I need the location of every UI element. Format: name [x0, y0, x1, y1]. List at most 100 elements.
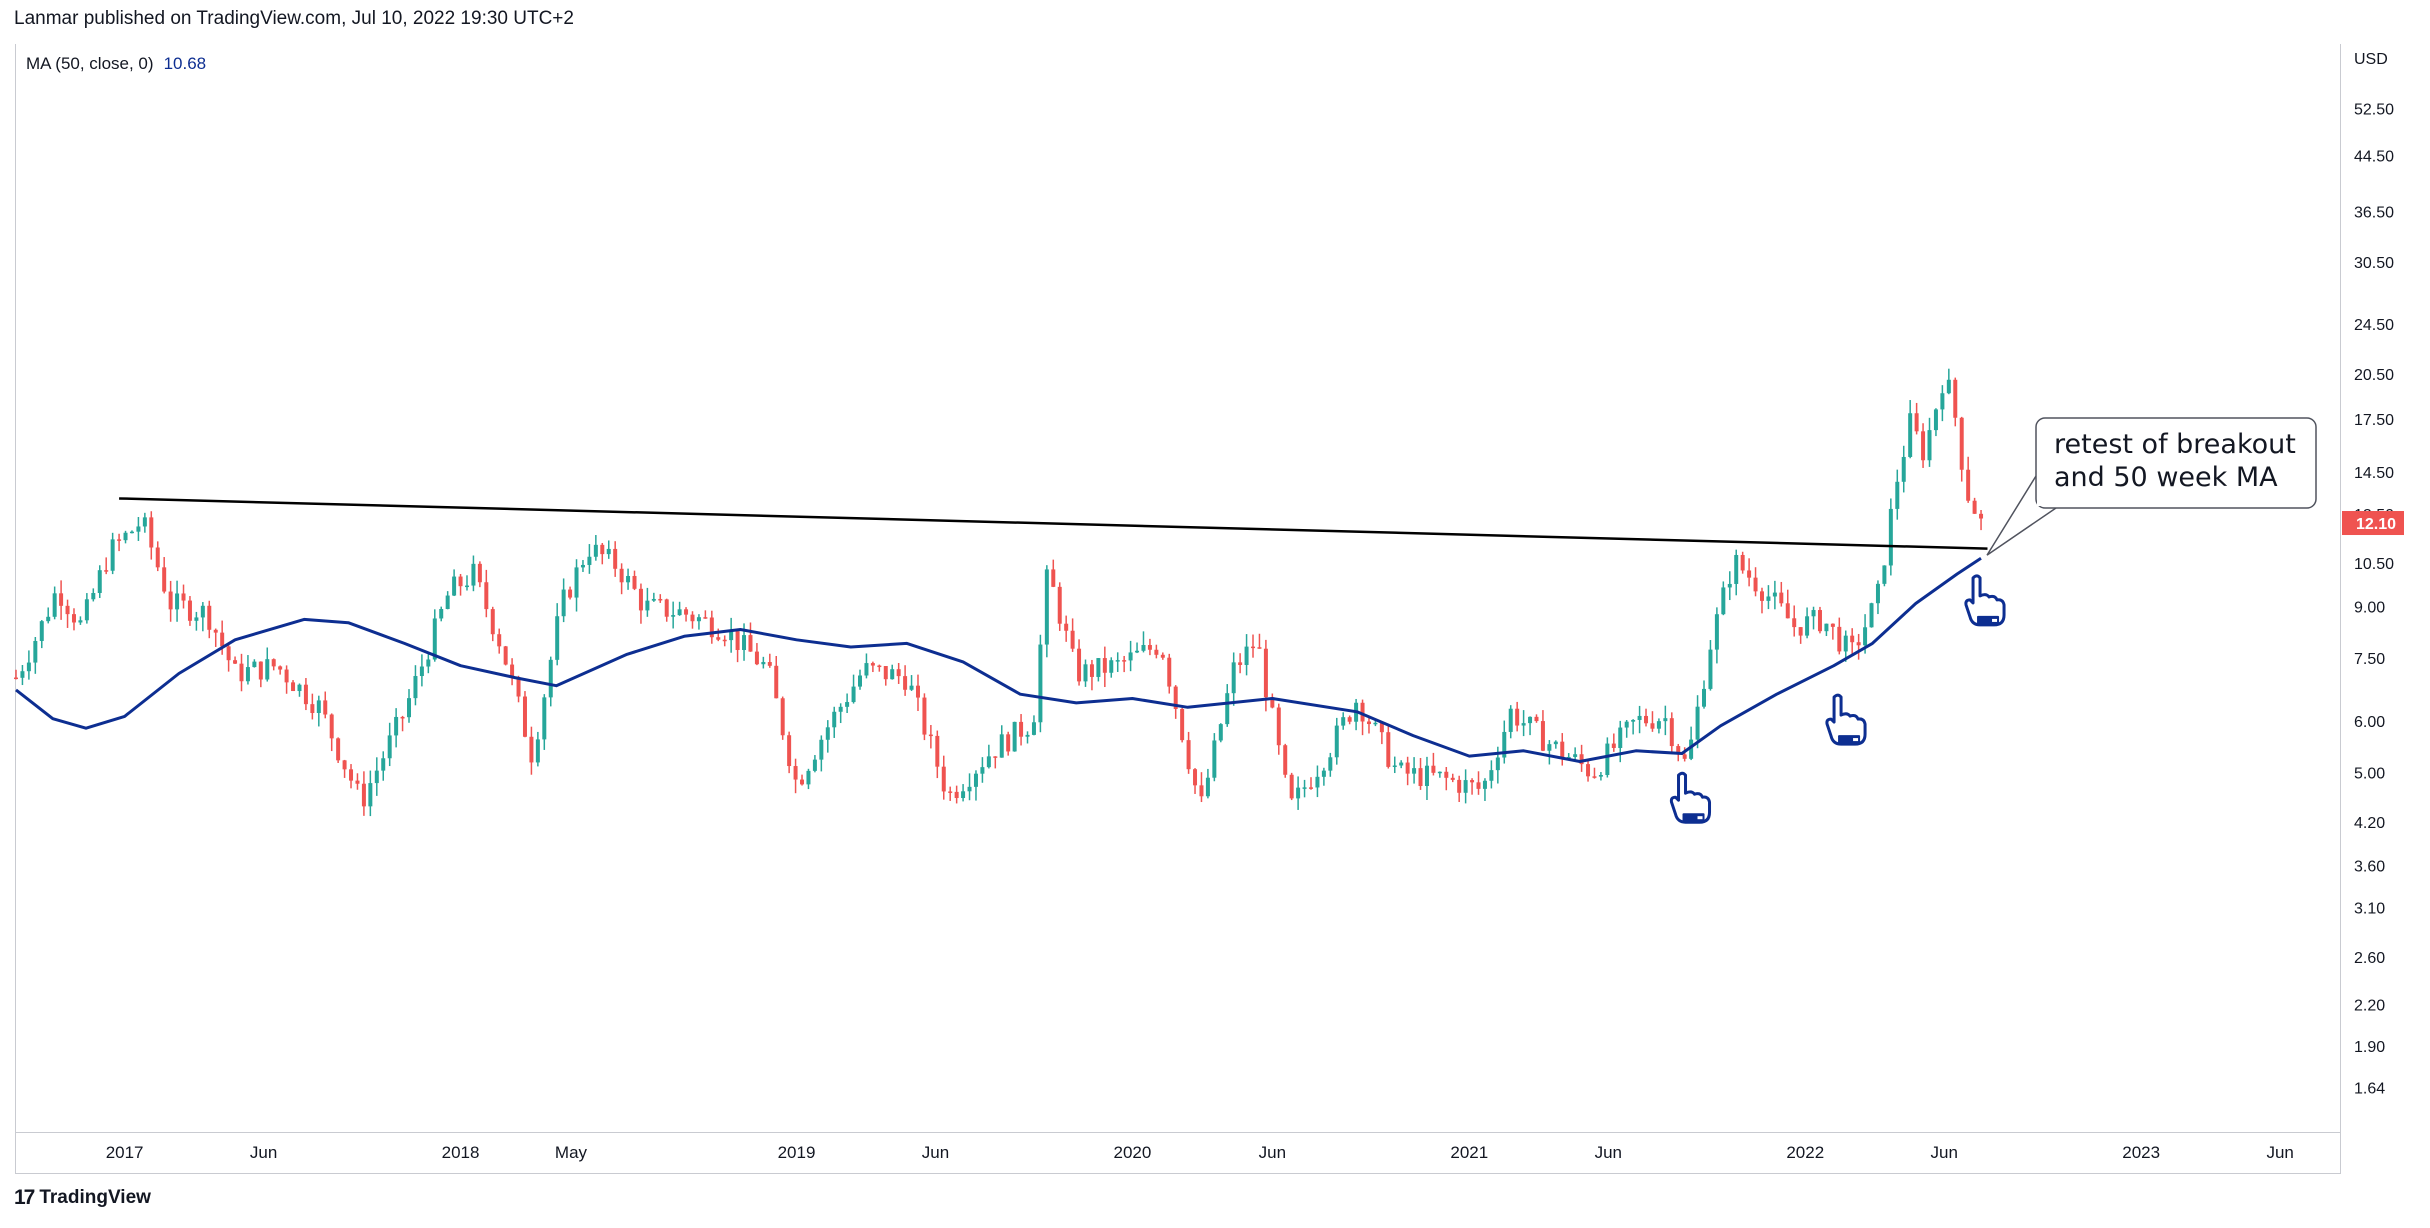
- candle: [664, 598, 669, 622]
- candle-body: [1966, 469, 1971, 501]
- candle: [400, 715, 405, 732]
- candle-body: [1792, 618, 1797, 628]
- candle-body: [33, 640, 38, 663]
- candle: [522, 691, 527, 738]
- candle: [967, 773, 972, 801]
- candle-body: [1057, 586, 1062, 624]
- candle: [915, 674, 920, 712]
- candle-body: [896, 669, 901, 677]
- candle: [1875, 580, 1880, 615]
- candle: [1154, 644, 1159, 659]
- candle-body: [613, 548, 618, 569]
- candle: [149, 511, 154, 560]
- time-axis-tick: Jun: [250, 1143, 277, 1162]
- candle: [1064, 615, 1069, 642]
- candle-body: [1412, 768, 1417, 774]
- candle-body: [1882, 565, 1887, 584]
- candle: [336, 737, 341, 763]
- candle: [864, 653, 869, 679]
- candle-body: [1747, 570, 1752, 578]
- candle: [761, 656, 766, 669]
- callout-line-2: and 50 week MA: [2054, 462, 2278, 493]
- price-axis-tick: 1.90: [2354, 1039, 2385, 1056]
- candle-body: [664, 599, 669, 617]
- candle: [1328, 752, 1333, 777]
- candle-body: [716, 637, 721, 640]
- candle: [303, 678, 308, 711]
- pointing-hand-icon: [1964, 574, 2006, 627]
- candle-body: [407, 698, 412, 718]
- candle-body: [986, 756, 991, 768]
- candle-body: [323, 700, 328, 715]
- candle: [954, 785, 959, 804]
- candle-body: [1714, 614, 1719, 650]
- candle: [1405, 756, 1410, 786]
- candle: [619, 563, 624, 595]
- candle: [439, 606, 444, 622]
- candle: [1727, 571, 1732, 601]
- candle-body: [1463, 780, 1468, 793]
- candle-body: [1102, 658, 1107, 673]
- candle-body: [1096, 658, 1101, 677]
- candle: [1721, 581, 1726, 616]
- candle-body: [1940, 393, 1945, 410]
- candle: [883, 666, 888, 686]
- candle-body: [1534, 716, 1539, 722]
- candle: [1528, 716, 1533, 736]
- candle: [419, 654, 424, 687]
- candle-body: [91, 593, 96, 600]
- candle: [1895, 469, 1900, 520]
- price-axis-tick: 36.50: [2354, 204, 2394, 221]
- candle: [490, 606, 495, 642]
- chart-frame: [15, 44, 2341, 1174]
- candle-body: [735, 631, 740, 650]
- candle: [529, 726, 534, 775]
- candle-body: [1702, 688, 1707, 707]
- price-axis-tick: 3.60: [2354, 858, 2385, 875]
- candle-body: [780, 698, 785, 736]
- candle-body: [1495, 757, 1500, 771]
- footer-brand[interactable]: 17 TradingView: [14, 1186, 151, 1210]
- candle-body: [1309, 787, 1313, 789]
- candle: [387, 722, 392, 767]
- candle: [374, 757, 379, 796]
- price-axis-tick: 44.50: [2354, 148, 2394, 165]
- candle-body: [980, 767, 985, 774]
- candle: [722, 635, 727, 647]
- candle: [593, 535, 598, 561]
- candle-body: [1856, 642, 1861, 646]
- candle: [484, 569, 489, 618]
- candle: [767, 653, 772, 668]
- candle-body: [162, 567, 167, 592]
- candle-body: [1347, 717, 1352, 722]
- candle: [542, 694, 547, 750]
- candle-body: [1025, 734, 1030, 737]
- candle-body: [903, 676, 908, 690]
- candle-body: [284, 669, 289, 683]
- candle: [1966, 456, 1971, 503]
- candle-body: [1579, 754, 1584, 765]
- candle-body: [123, 532, 128, 541]
- ma-legend[interactable]: MA (50, close, 0) 10.68: [26, 54, 206, 74]
- candle: [780, 696, 785, 740]
- candle: [445, 591, 450, 610]
- candle: [1431, 752, 1436, 776]
- candle: [1334, 717, 1339, 765]
- candle: [1309, 777, 1313, 790]
- candle: [1908, 400, 1913, 459]
- candle-body: [278, 666, 283, 670]
- candle-body: [1212, 740, 1217, 778]
- candle: [1482, 778, 1487, 801]
- candle-body: [1901, 456, 1906, 482]
- candle: [1199, 772, 1204, 803]
- candle: [162, 557, 167, 594]
- candle-body: [671, 615, 676, 617]
- candle: [922, 693, 927, 741]
- candle: [464, 575, 469, 591]
- candle: [1740, 551, 1745, 574]
- candle: [1979, 509, 1984, 531]
- candle-body: [870, 663, 875, 666]
- price-axis-tick: 2.60: [2354, 950, 2385, 967]
- ma-legend-label: MA (50, close, 0): [26, 54, 154, 73]
